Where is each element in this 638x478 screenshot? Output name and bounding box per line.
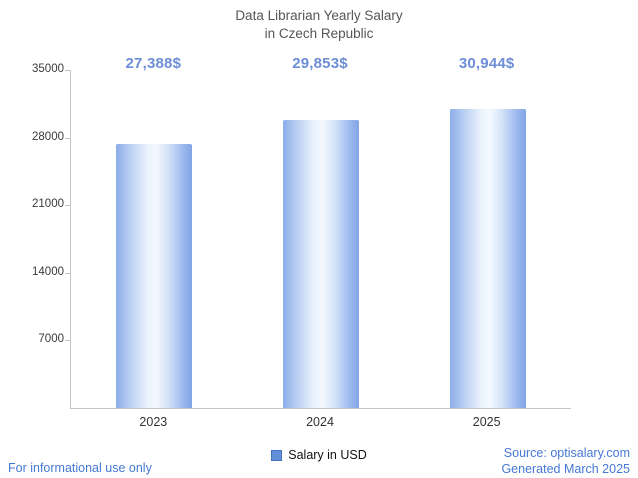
- y-tick-mark: [65, 205, 70, 207]
- legend: Salary in USD: [0, 448, 638, 462]
- legend-label: Salary in USD: [288, 448, 367, 462]
- bar-value-label: 27,388$: [125, 55, 182, 72]
- bar-2023: [116, 143, 193, 408]
- bar-value-label: 29,853$: [292, 55, 348, 72]
- footer-attribution: Source: optisalary.com Generated March 2…: [501, 446, 630, 477]
- disclaimer-text: For informational use only: [8, 461, 152, 475]
- bar-2024: [283, 119, 359, 408]
- y-tick-label: 28000: [32, 130, 64, 143]
- source-link[interactable]: Source: optisalary.com: [503, 446, 630, 460]
- legend-swatch-icon: [271, 449, 283, 461]
- y-tick-label: 7000: [38, 333, 64, 346]
- bar-2025: [449, 109, 526, 408]
- x-axis-label: 2025: [472, 415, 501, 429]
- y-tick-label: 21000: [32, 198, 64, 211]
- y-tick-mark: [65, 272, 70, 274]
- bar-value-label: 30,944$: [458, 55, 515, 72]
- y-tick-mark: [65, 70, 70, 71]
- x-axis-label: 2023: [139, 415, 168, 429]
- y-tick-mark: [65, 340, 70, 342]
- plot-area: [70, 70, 571, 409]
- chart-title-line1: Data Librarian Yearly Salary: [235, 8, 403, 23]
- y-tick-label: 14000: [32, 265, 64, 278]
- chart-title: Data Librarian Yearly Salary in Czech Re…: [0, 7, 638, 42]
- y-tick-label: 35000: [32, 63, 64, 75]
- generated-date: Generated March 2025: [501, 461, 630, 476]
- y-tick-mark: [65, 137, 70, 139]
- chart-title-line2: in Czech Republic: [264, 25, 374, 41]
- x-axis-label: 2024: [306, 415, 334, 429]
